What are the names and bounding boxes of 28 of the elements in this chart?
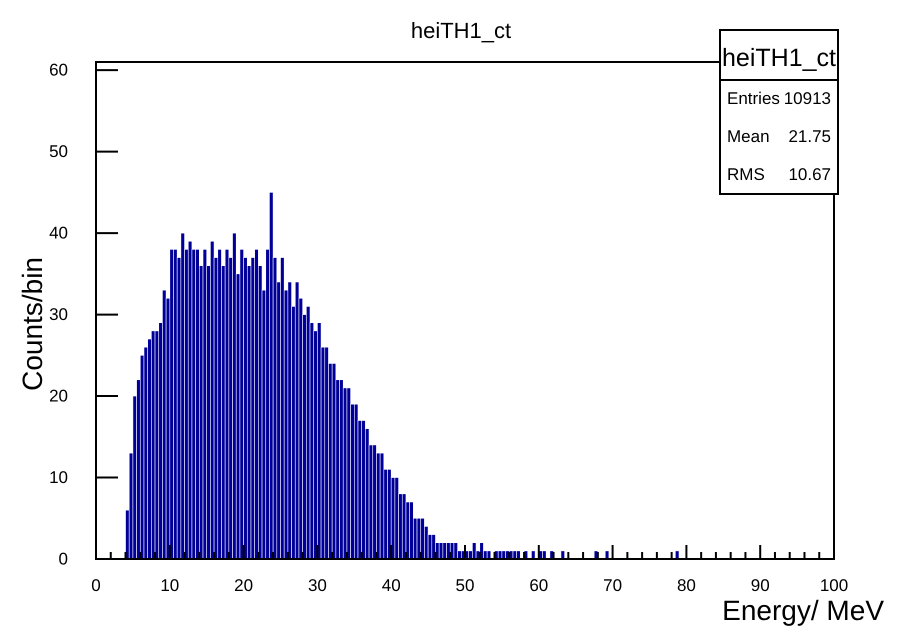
chart-title: heiTH1_ct (410, 18, 512, 43)
x-tick-label: 10 (160, 576, 180, 596)
annotation: 10.67 (788, 165, 831, 184)
x-tick-label: 50 (456, 576, 474, 596)
annotation: RMS (727, 165, 765, 184)
x-tick-label: 20 (234, 576, 254, 596)
y-tick-label: 0 (58, 549, 68, 568)
x-tick-label: 60 (529, 576, 548, 596)
annotation: Entries (727, 89, 780, 108)
y-tick-label: 40 (49, 224, 68, 243)
x-tick-label: 100 (820, 576, 848, 596)
y-tick-label: 30 (49, 305, 68, 324)
x-tick-label: 40 (382, 576, 401, 596)
x-tick-label: 0 (91, 576, 101, 596)
annotation: heiTH1_ct (722, 44, 836, 72)
y-tick-label: 20 (49, 386, 68, 406)
y-tick-label: 50 (49, 142, 68, 162)
y-tick-label: 10 (49, 468, 68, 487)
annotation: Mean (727, 127, 770, 146)
annotation: 10913 (784, 89, 831, 108)
x-tick-label: 30 (308, 576, 327, 596)
x-tick-label: 90 (750, 576, 770, 596)
y-axis-title: Counts/bin (17, 257, 48, 391)
annotation: 21.75 (788, 127, 831, 146)
x-axis-title: Energy/ MeV (722, 595, 884, 626)
x-tick-label: 70 (603, 576, 622, 596)
y-tick-label: 60 (49, 60, 68, 80)
x-tick-label: 80 (676, 576, 696, 596)
